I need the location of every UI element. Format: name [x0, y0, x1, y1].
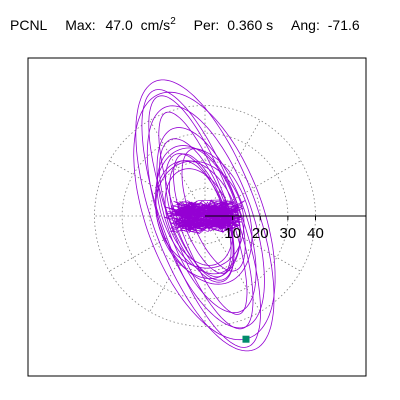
orbit-loop	[159, 138, 235, 283]
orbit-trace	[133, 79, 276, 352]
grid-spoke	[204, 215, 261, 312]
grid-spoke	[204, 215, 301, 272]
radial-tick-label: 20	[252, 225, 269, 242]
chart-header: PCNL Max: 47.0 cm/s2 Per: 0.360 s Ang: -…	[10, 16, 360, 33]
max-unit: cm/s	[140, 17, 171, 33]
orbit-loop	[146, 105, 265, 329]
orbit-loop	[155, 160, 241, 279]
radial-axis	[205, 215, 366, 220]
grid-spoke	[204, 160, 301, 217]
peak-markers	[242, 335, 250, 343]
orbit-loop	[156, 127, 257, 314]
radial-tick-label: 10	[224, 225, 241, 242]
angle-value: -71.6	[327, 17, 360, 33]
angle-label: Ang:	[291, 17, 320, 33]
max-label: Max:	[65, 17, 96, 33]
orbit-loop	[164, 168, 234, 266]
station-code: PCNL	[10, 17, 48, 33]
grid-spoke	[204, 120, 261, 217]
grid-spoke	[149, 215, 206, 312]
max-value: 47.0	[105, 17, 133, 33]
orbit-core	[163, 198, 246, 234]
radial-tick-labels: 10 20 30 40	[224, 225, 324, 242]
orbit-loop	[148, 95, 254, 330]
plot-frame	[27, 57, 367, 377]
orbit-loop	[155, 160, 245, 269]
orbit-loop	[135, 79, 275, 352]
period-label: Per:	[193, 17, 220, 33]
max-unit-exponent: 2	[170, 16, 176, 27]
grid-spoke	[109, 160, 206, 217]
period-value: 0.360 s	[227, 17, 274, 33]
peak-marker	[242, 335, 250, 343]
grid-spoke	[109, 215, 206, 272]
orbit-loop	[155, 147, 253, 285]
radial-tick-label: 40	[307, 225, 324, 242]
radial-tick-label: 30	[280, 225, 297, 242]
